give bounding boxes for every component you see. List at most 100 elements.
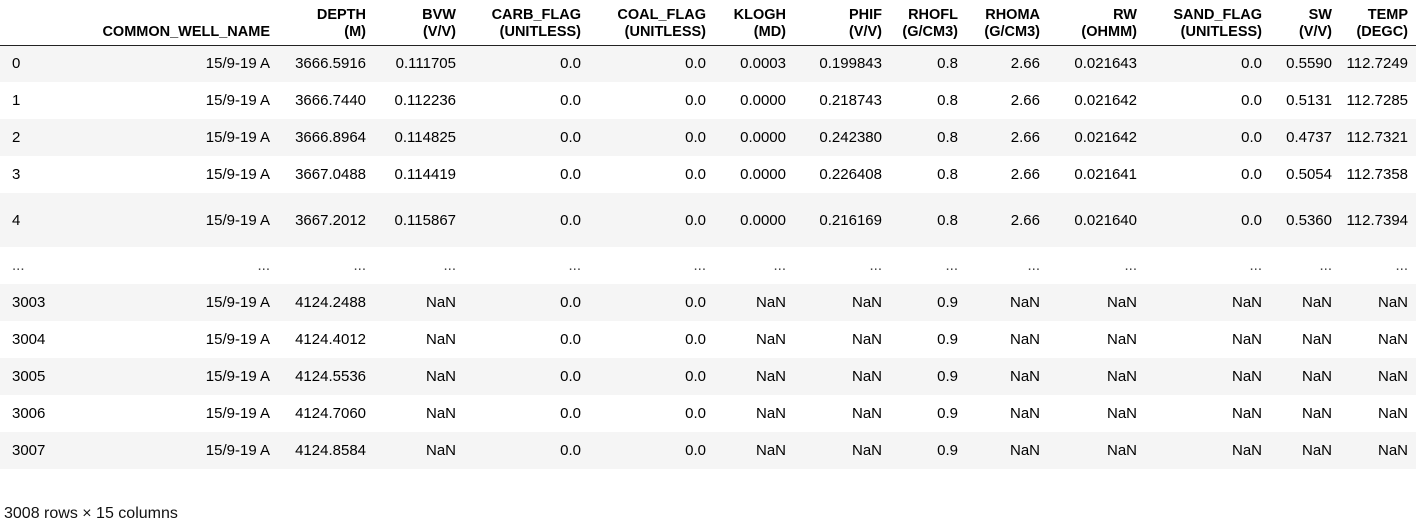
cell-temp: NaN — [1377, 331, 1408, 348]
column-header-carb-flag[interactable]: CARB_FLAG (UNITLESS) — [464, 0, 589, 45]
dataframe-table: COMMON_WELL_NAME DEPTH (M) BVW (V/V) CAR… — [0, 0, 1416, 459]
row-index: 0 — [12, 55, 21, 73]
cell-sand-flag: NaN — [1231, 442, 1262, 459]
row-index: 3006 — [12, 405, 46, 422]
column-name: DEPTH — [316, 6, 366, 23]
table-row: 3005 15/9-19 A 4124.5536 NaN 0.0 0.0 NaN… — [0, 358, 1416, 395]
cell-phif: 0.199843 — [819, 55, 882, 73]
cell-ellipsis: ... — [568, 257, 581, 274]
cell-sw: NaN — [1301, 294, 1332, 311]
cell-ellipsis: ... — [869, 257, 882, 274]
cell-coal-flag: 0.0 — [685, 92, 706, 109]
column-header-coal-flag[interactable]: COAL_FLAG (UNITLESS) — [589, 0, 714, 45]
cell-carb-flag: 0.0 — [560, 405, 581, 422]
cell-rw: 0.021641 — [1074, 166, 1137, 183]
column-header-sw[interactable]: SW (V/V) — [1270, 0, 1340, 45]
cell-bvw: 0.114825 — [394, 129, 456, 146]
cell-coal-flag: 0.0 — [685, 331, 706, 348]
column-unit: (G/CM3) — [984, 23, 1040, 40]
cell-depth: 4124.2488 — [295, 294, 366, 311]
column-header-rhoma[interactable]: RHOMA (G/CM3) — [966, 0, 1048, 45]
cell-sw: NaN — [1301, 442, 1332, 459]
column-unit: (V/V) — [422, 23, 456, 40]
cell-depth: 3667.0488 — [295, 166, 366, 183]
cell-bvw: 0.111705 — [395, 55, 456, 73]
cell-coal-flag: 0.0 — [685, 166, 706, 183]
cell-phif: 0.226408 — [819, 166, 882, 183]
cell-rhoma: NaN — [1009, 331, 1040, 348]
cell-bvw: NaN — [425, 442, 456, 459]
cell-rw: 0.021642 — [1074, 92, 1137, 109]
cell-bvw: NaN — [425, 294, 456, 311]
cell-rhofl: 0.9 — [937, 405, 958, 422]
cell-sw: 0.5590 — [1286, 55, 1332, 73]
cell-sand-flag: 0.0 — [1241, 92, 1262, 109]
table-row: 2 15/9-19 A 3666.8964 0.114825 0.0 0.0 0… — [0, 119, 1416, 156]
cell-depth: 4124.7060 — [295, 405, 366, 422]
cell-depth: 3666.7440 — [295, 92, 366, 109]
cell-temp: NaN — [1377, 442, 1408, 459]
cell-phif: NaN — [851, 368, 882, 385]
cell-ellipsis: ... — [693, 257, 706, 274]
column-name: SAND_FLAG — [1173, 6, 1262, 23]
cell-rhofl: 0.9 — [937, 331, 958, 348]
column-unit: (MD) — [753, 23, 786, 40]
cell-common-well-name: 15/9-19 A — [205, 294, 270, 311]
table-row: 3006 15/9-19 A 4124.7060 NaN 0.0 0.0 NaN… — [0, 395, 1416, 432]
ellipsis-row: ... ... ... ... ... ... ... ... ... ... … — [0, 247, 1416, 284]
cell-carb-flag: 0.0 — [560, 211, 581, 229]
column-header-common-well-name[interactable]: COMMON_WELL_NAME — [62, 0, 278, 45]
column-name: PHIF — [848, 6, 882, 23]
cell-carb-flag: 0.0 — [560, 92, 581, 109]
cell-klogh: NaN — [755, 368, 786, 385]
cell-common-well-name: 15/9-19 A — [205, 368, 270, 385]
row-index: 3005 — [12, 368, 46, 385]
cell-phif: 0.218743 — [819, 92, 882, 109]
cell-temp: NaN — [1377, 405, 1408, 422]
cell-klogh: NaN — [755, 331, 786, 348]
column-header-temp[interactable]: TEMP (DEGC) — [1340, 0, 1416, 45]
cell-rhoma: 2.66 — [1010, 129, 1040, 146]
cell-temp: 112.7321 — [1346, 129, 1408, 146]
cell-coal-flag: 0.0 — [685, 368, 706, 385]
row-index: 3007 — [12, 442, 46, 459]
cell-klogh: 0.0000 — [740, 211, 786, 229]
column-name: KLOGH — [733, 6, 786, 23]
row-index: 4 — [12, 211, 21, 229]
cell-phif: NaN — [851, 405, 882, 422]
cell-rhofl: 0.9 — [937, 294, 958, 311]
table-row: 4 15/9-19 A 3667.2012 0.115867 0.0 0.0 0… — [0, 193, 1416, 247]
cell-rw: NaN — [1106, 294, 1137, 311]
dataframe-output: COMMON_WELL_NAME DEPTH (M) BVW (V/V) CAR… — [0, 0, 1416, 459]
cell-rw: NaN — [1106, 405, 1137, 422]
cell-sand-flag: NaN — [1231, 405, 1262, 422]
column-header-sand-flag[interactable]: SAND_FLAG (UNITLESS) — [1145, 0, 1270, 45]
column-unit: (OHMM) — [1081, 23, 1137, 40]
cell-temp: 112.7249 — [1346, 55, 1408, 73]
cell-rhofl: 0.8 — [937, 129, 958, 146]
cell-phif: NaN — [851, 331, 882, 348]
cell-sw: 0.5360 — [1286, 211, 1332, 229]
cell-depth: 3666.5916 — [295, 55, 366, 73]
column-unit: (UNITLESS) — [624, 23, 706, 40]
cell-bvw: NaN — [425, 405, 456, 422]
column-unit: (UNITLESS) — [499, 23, 581, 40]
column-unit: (V/V) — [848, 23, 882, 40]
column-header-rhofl[interactable]: RHOFL (G/CM3) — [890, 0, 966, 45]
cell-rhofl: 0.8 — [937, 55, 958, 73]
cell-rw: NaN — [1106, 368, 1137, 385]
column-header-depth[interactable]: DEPTH (M) — [278, 0, 374, 45]
cell-coal-flag: 0.0 — [685, 129, 706, 146]
cell-bvw: 0.114419 — [394, 166, 456, 183]
column-header-rw[interactable]: RW (OHMM) — [1048, 0, 1145, 45]
cell-rw: NaN — [1106, 331, 1137, 348]
column-header-phif[interactable]: PHIF (V/V) — [794, 0, 890, 45]
row-index: 3004 — [12, 331, 46, 348]
column-header-klogh[interactable]: KLOGH (MD) — [714, 0, 794, 45]
cell-phif: 0.216169 — [819, 211, 882, 229]
cell-ellipsis: ... — [1319, 257, 1332, 274]
cell-coal-flag: 0.0 — [685, 442, 706, 459]
column-header-bvw[interactable]: BVW (V/V) — [374, 0, 464, 45]
cell-sw: NaN — [1301, 368, 1332, 385]
cell-temp: 112.7285 — [1346, 92, 1408, 109]
